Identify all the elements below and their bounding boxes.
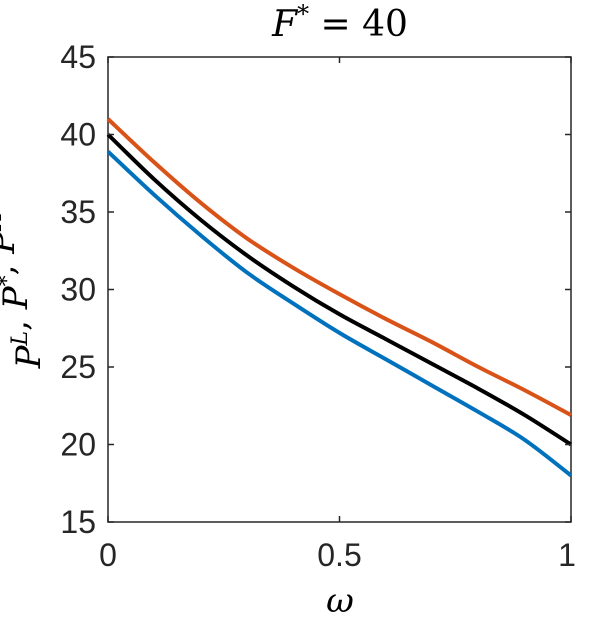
chart-title: F* = 40 <box>271 0 408 45</box>
y-label-var: P <box>0 230 23 255</box>
x-axis-label: ω <box>326 581 354 621</box>
y-label-sep: , <box>0 309 36 331</box>
plot-area <box>107 56 572 523</box>
y-tick-label: 45 <box>60 39 96 75</box>
y-label-sup: * <box>0 275 20 286</box>
y-tick-label: 15 <box>60 504 96 540</box>
y-axis-label: PL, P*, PH <box>0 211 49 370</box>
series-line-1 <box>106 117 572 417</box>
y-label-sup: H <box>0 211 7 232</box>
series-line-2 <box>106 133 573 447</box>
y-tick-label: 30 <box>60 272 96 308</box>
y-tick-label: 35 <box>60 194 96 230</box>
x-tick-label: 1 <box>558 537 576 573</box>
series-layer <box>106 117 573 478</box>
y-tick-label: 25 <box>60 349 96 385</box>
y-label-var: P <box>9 344 49 369</box>
x-tick-label: 0.5 <box>317 537 361 573</box>
y-label-sup: L <box>8 331 33 347</box>
y-label-var: P <box>0 285 36 310</box>
plot-frame <box>107 56 572 523</box>
y-tick-label: 20 <box>60 427 96 463</box>
ticks-layer: 15 20 25 30 35 40 45 0 0.5 1 <box>60 39 575 573</box>
series-line-3 <box>106 150 573 478</box>
y-tick-label: 40 <box>60 117 96 153</box>
x-tick-label: 0 <box>99 537 117 573</box>
y-label-sep: , <box>0 254 23 276</box>
